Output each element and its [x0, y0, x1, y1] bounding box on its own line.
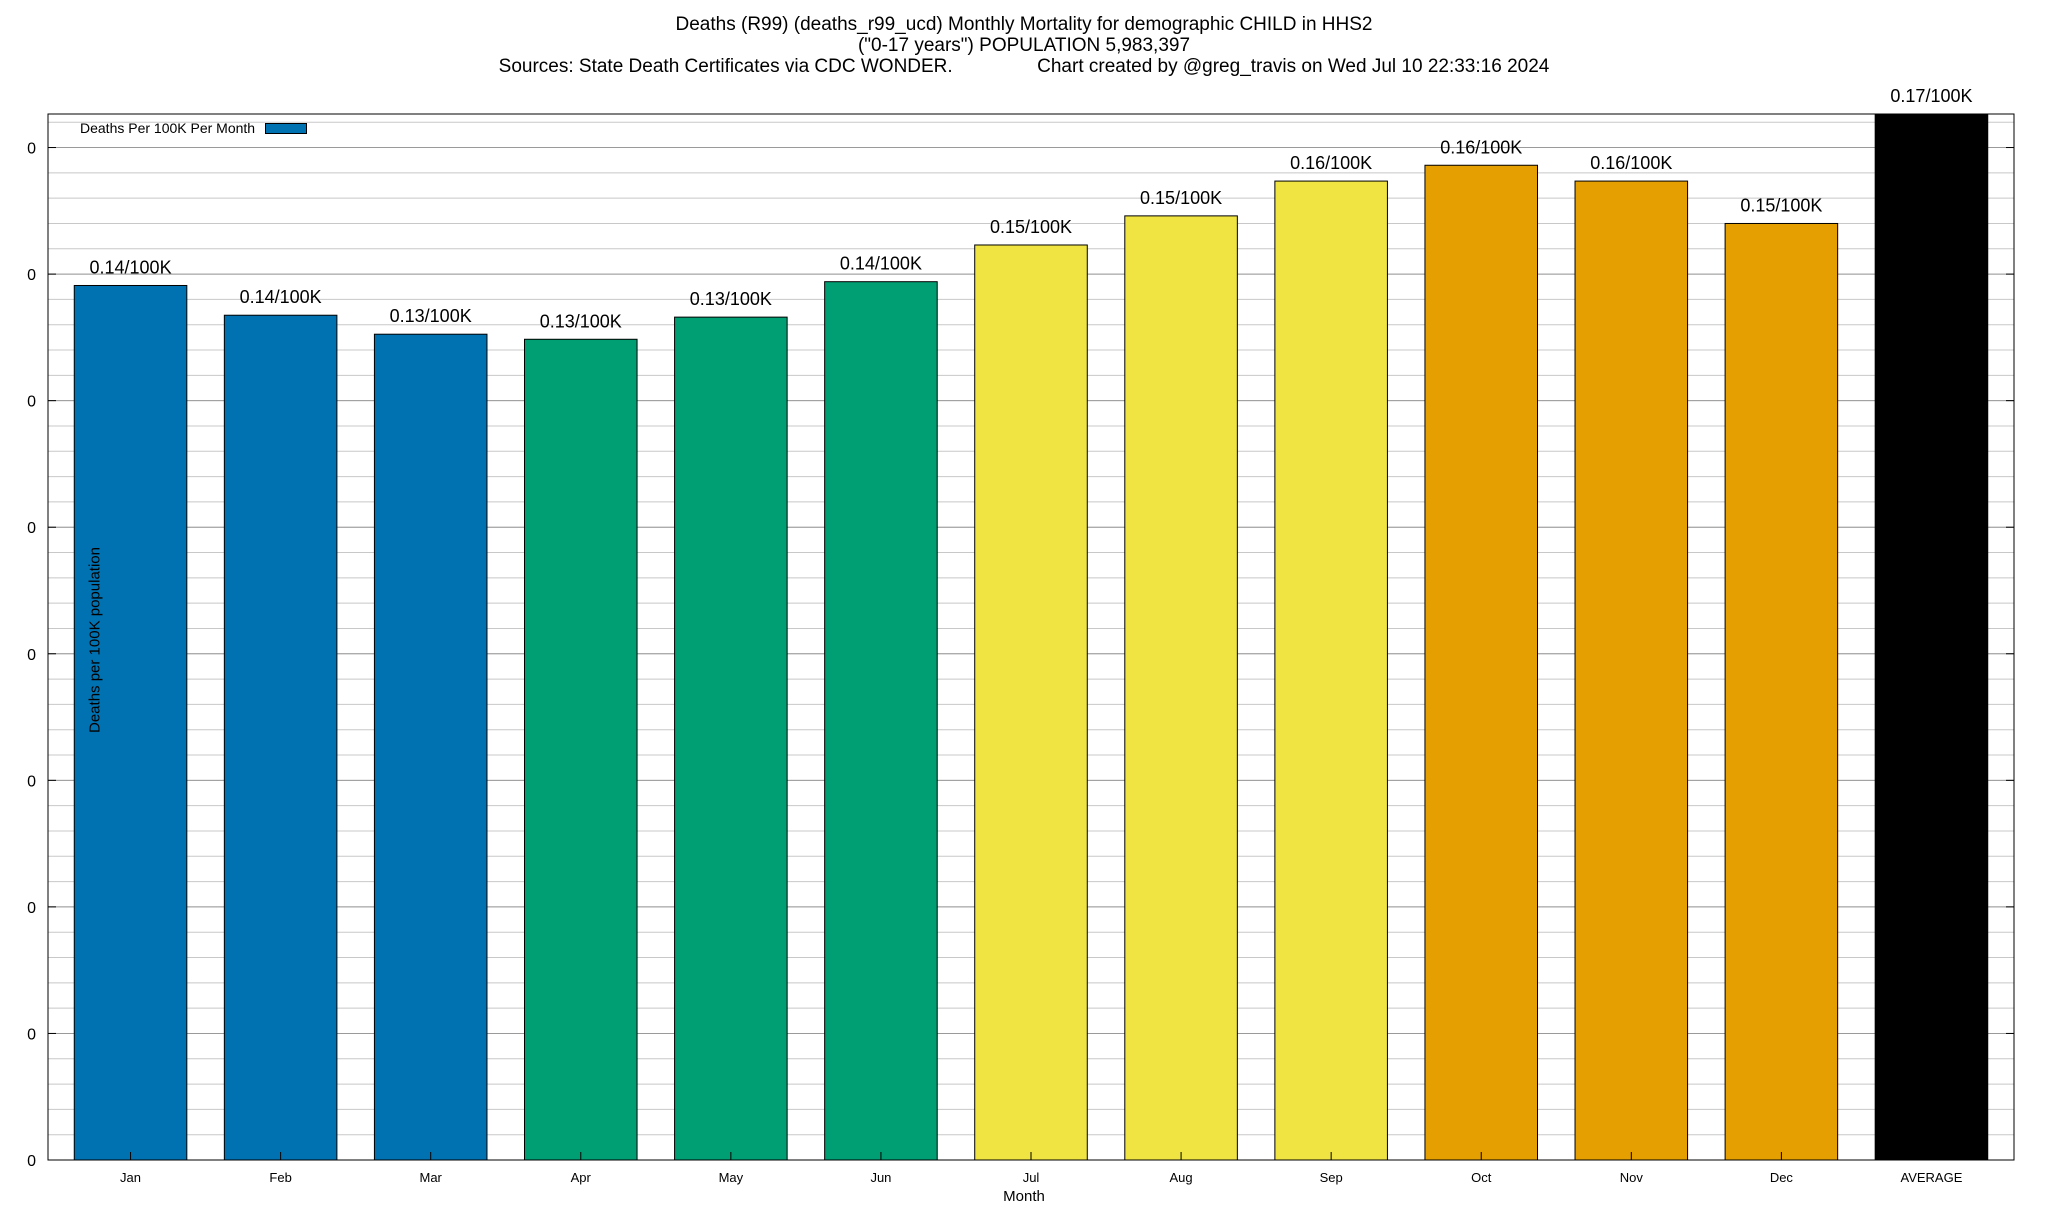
- y-tick-label: 0: [27, 773, 36, 790]
- bar: [1274, 180, 1388, 1161]
- y-tick-label: 0: [27, 520, 36, 537]
- bar-data-label: 0.15/100K: [990, 217, 1072, 237]
- bar: [1874, 113, 1989, 1161]
- bar: [1124, 215, 1238, 1161]
- chart-title-line-1: Deaths (R99) (deaths_r99_ucd) Monthly Mo…: [675, 14, 1373, 35]
- x-tick-label: Aug: [1170, 1170, 1193, 1185]
- legend-label: Deaths Per 100K Per Month: [80, 120, 256, 136]
- bar-data-label: 0.17/100K: [1890, 86, 1972, 106]
- legend: Deaths Per 100K Per Month: [80, 120, 308, 136]
- bar: [523, 338, 638, 1161]
- bar-data-label: 0.14/100K: [240, 287, 322, 307]
- chart-title-line-3: Sources: State Death Certificates via CD…: [498, 56, 1550, 77]
- plot-frame: [47, 113, 2015, 1161]
- bar-data-label: 0.14/100K: [840, 254, 922, 274]
- bar: [223, 314, 338, 1161]
- x-axis-label: Month: [1003, 1188, 1045, 1205]
- bar-data-label: 0.16/100K: [1590, 153, 1672, 173]
- y-tick-label: 0: [27, 267, 36, 284]
- y-axis-label-right: Deaths per 100K population: [1944, 547, 1962, 733]
- chart-title-line-2: ("0-17 years") POPULATION 5,983,397: [857, 35, 1191, 56]
- bar: [1574, 180, 1689, 1161]
- x-tick-label: Dec: [1770, 1170, 1794, 1185]
- x-tick-label: Jun: [870, 1170, 891, 1185]
- y-axis-label-left: Deaths per 100K population: [86, 547, 104, 733]
- y-tick-label: 0: [27, 900, 36, 917]
- x-tick-label: Nov: [1620, 1170, 1644, 1185]
- bar-data-label: 0.16/100K: [1290, 153, 1372, 173]
- bar-data-label: 0.13/100K: [390, 306, 472, 326]
- x-tick-label: Apr: [571, 1170, 592, 1185]
- x-tick-label: Jul: [1023, 1170, 1040, 1185]
- bar-data-label: 0.15/100K: [1740, 195, 1822, 215]
- bar-data-label: 0.14/100K: [90, 257, 172, 277]
- y-tick-label: 0: [27, 394, 36, 411]
- y-tick-label: 0: [27, 141, 36, 158]
- x-tick-label: Feb: [269, 1170, 291, 1185]
- bar: [373, 333, 488, 1161]
- bar: [674, 316, 788, 1161]
- x-tick-label: Mar: [419, 1170, 442, 1185]
- x-tick-label: May: [719, 1170, 744, 1185]
- bar: [974, 244, 1088, 1161]
- y-tick-label: 0: [27, 647, 36, 664]
- bar-data-label: 0.16/100K: [1440, 137, 1522, 157]
- x-tick-label: Oct: [1471, 1170, 1492, 1185]
- x-tick-label: Jan: [120, 1170, 141, 1185]
- bar: [824, 281, 938, 1161]
- bar-data-label: 0.13/100K: [540, 311, 622, 331]
- legend-swatch: [265, 122, 308, 134]
- y-tick-label: 0: [27, 1026, 36, 1043]
- bar: [1424, 164, 1539, 1161]
- bar-data-label: 0.13/100K: [690, 289, 772, 309]
- x-tick-label: AVERAGE: [1901, 1170, 1963, 1185]
- bar: [1724, 222, 1839, 1161]
- y-tick-label: 0: [27, 1153, 36, 1170]
- bar-data-label: 0.15/100K: [1140, 188, 1222, 208]
- x-tick-label: Sep: [1320, 1170, 1343, 1185]
- bar: [73, 284, 188, 1161]
